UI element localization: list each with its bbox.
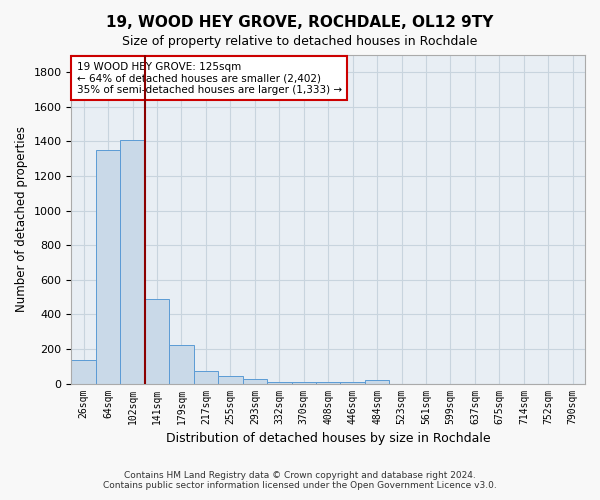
Bar [316,382,340,384]
Text: 19 WOOD HEY GROVE: 125sqm
← 64% of detached houses are smaller (2,402)
35% of se: 19 WOOD HEY GROVE: 125sqm ← 64% of detac… [77,62,341,95]
Bar [242,379,267,384]
X-axis label: Distribution of detached houses by size in Rochdale: Distribution of detached houses by size … [166,432,491,445]
Bar [340,382,365,384]
Bar [169,344,194,384]
Bar [365,380,389,384]
Bar [218,376,242,384]
Bar [96,150,121,384]
Bar [194,370,218,384]
Bar [145,299,169,384]
Bar [292,382,316,384]
Y-axis label: Number of detached properties: Number of detached properties [15,126,28,312]
Text: Size of property relative to detached houses in Rochdale: Size of property relative to detached ho… [122,35,478,48]
Text: Contains HM Land Registry data © Crown copyright and database right 2024.
Contai: Contains HM Land Registry data © Crown c… [103,470,497,490]
Bar [71,360,96,384]
Text: 19, WOOD HEY GROVE, ROCHDALE, OL12 9TY: 19, WOOD HEY GROVE, ROCHDALE, OL12 9TY [106,15,494,30]
Bar [267,382,292,384]
Bar [121,140,145,384]
